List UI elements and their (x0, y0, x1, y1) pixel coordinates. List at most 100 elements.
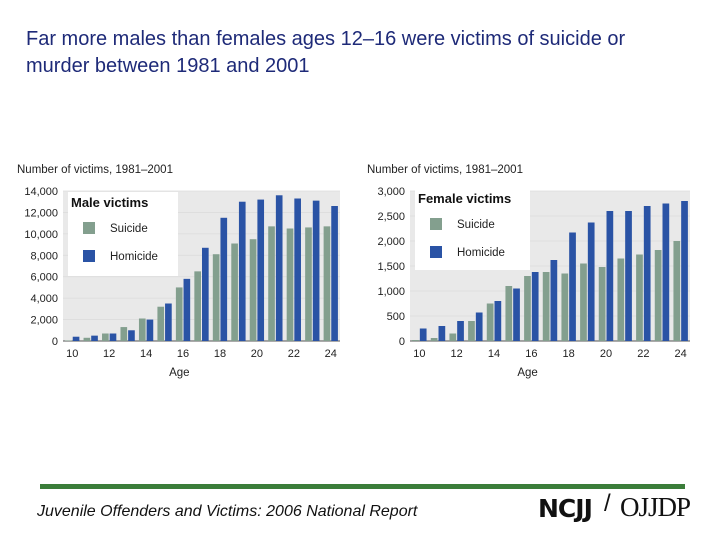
female-victims-x-tick-label: 18 (563, 348, 575, 360)
male-victims-suicide-bar-age-10 (65, 340, 72, 341)
female-victims-homicide-bar-age-10 (419, 328, 427, 341)
female-victims-x-tick-label: 14 (488, 348, 500, 360)
female-victims-suicide-bar-age-12 (449, 333, 457, 341)
female-victims-suicide-bar-age-10 (412, 340, 419, 341)
female-victims-homicide-bar-age-21 (625, 211, 632, 341)
female-victims-suicide-bar-age-11 (430, 338, 438, 341)
male-victims-suicide-bar-age-18 (212, 254, 220, 341)
male-victims-suicide-bar-age-20 (249, 239, 257, 341)
female-victims-homicide-bar-age-14 (494, 301, 502, 341)
male-victims-homicide-bar-age-19 (238, 201, 246, 341)
male-victims-homicide-bar-age-20 (257, 199, 265, 341)
male-victims-suicide-bar-age-16 (175, 287, 183, 341)
male-victims-y-tick-label: 8,000 (30, 250, 58, 262)
male-victims-title: Male victims (71, 195, 148, 210)
female-victims-suicide-bar-age-16 (524, 276, 531, 341)
male-victims-homicide-bar-age-13 (128, 330, 135, 341)
female-victims-y-tick-label: 3,000 (377, 186, 405, 198)
female-victims-y-tick-label: 1,000 (377, 286, 405, 298)
male-victims-x-tick-label: 16 (177, 348, 189, 360)
female-victims-homicide-bar-age-22 (643, 206, 651, 341)
footer-report-title: Juvenile Offenders and Victims: 2006 Nat… (37, 503, 418, 520)
male-victims-homicide-bar-age-12 (109, 333, 117, 341)
female-victims-homicide-bar-age-20 (606, 211, 614, 341)
male-victims-x-tick-label: 10 (66, 348, 78, 360)
female-victims-x-tick-label: 24 (675, 348, 687, 360)
male-victims-homicide-bar-age-11 (91, 335, 98, 341)
female-victims-homicide-bar-age-19 (587, 222, 595, 341)
male-victims-legend-swatch-suicide (83, 222, 95, 234)
male-victims-chart-svg: Number of victims, 1981–2001 0 2,000 4,000 6… (17, 164, 340, 379)
male-victims-homicide-bar-age-23 (312, 200, 320, 341)
female-victims-title: Female victims (418, 191, 511, 206)
male-victims-y-tick-label: 2,000 (30, 315, 58, 327)
ojjdp-logo: OJJDP (620, 492, 691, 522)
female-victims-homicide-bar-age-17 (550, 260, 558, 341)
male-victims-suicide-bar-age-14 (138, 318, 146, 341)
male-victims-x-tick-label: 24 (325, 348, 337, 360)
female-victims-y-tick-label: 0 (399, 336, 405, 348)
male-victims-homicide-bar-age-16 (183, 278, 191, 341)
male-victims-suicide-bar-age-15 (157, 306, 165, 341)
male-victims-homicide-bar-age-21 (275, 195, 283, 341)
male-victims-y-tick-label: 4,000 (30, 293, 58, 305)
male-victims-homicide-bar-age-10 (72, 336, 80, 341)
female-victims-suicide-bar-age-23 (654, 250, 662, 341)
female-victims-homicide-bar-age-15 (513, 288, 520, 341)
female-victims-homicide-bar-age-24 (681, 201, 688, 341)
female-victims-suicide-bar-age-18 (561, 273, 569, 341)
female-victims-suicide-bar-age-14 (486, 303, 494, 341)
female-victims-x-axis-label: Age (517, 367, 537, 379)
female-victims-y-tick-label: 1,500 (377, 261, 405, 273)
female-victims-legend-label-homicide: Homicide (457, 247, 505, 259)
footer-divider (40, 484, 685, 489)
logo-separator: / (604, 490, 611, 517)
male-victims-suicide-bar-age-24 (323, 226, 331, 341)
male-victims-suicide-bar-age-19 (231, 243, 238, 341)
male-victims-homicide-bar-age-18 (220, 217, 228, 341)
male-victims-homicide-bar-age-15 (165, 303, 172, 341)
female-victims-legend-swatch-homicide (430, 246, 442, 258)
female-victims-homicide-bar-age-12 (457, 321, 464, 341)
male-victims-homicide-bar-age-24 (331, 206, 338, 341)
male-victims-x-tick-label: 20 (251, 348, 263, 360)
female-victims-suicide-bar-age-24 (673, 241, 681, 341)
male-victims-y-tick-label: 10,000 (24, 229, 58, 241)
slide-title: Far more males than females ages 12–16 w… (26, 28, 626, 77)
male-victims-y-tick-label: 6,000 (30, 272, 58, 284)
ncjj-logo: NCJJ (538, 494, 593, 523)
male-victims-homicide-bar-age-22 (294, 198, 301, 341)
male-victims-suicide-bar-age-23 (305, 227, 312, 341)
female-victims-homicide-bar-age-16 (531, 272, 539, 341)
female-victims-suicide-bar-age-13 (468, 321, 475, 341)
male-victims-homicide-bar-age-14 (146, 319, 154, 341)
female-victims-suicide-bar-age-17 (542, 272, 550, 341)
female-victims-y-axis-label: Number of victims, 1981–2001 (367, 164, 523, 176)
female-victims-suicide-bar-age-20 (598, 267, 606, 341)
male-victims-legend-swatch-homicide (83, 250, 95, 262)
male-victims-suicide-bar-age-13 (120, 327, 128, 341)
female-victims-legend-label-suicide: Suicide (457, 219, 495, 231)
female-victims-homicide-bar-age-23 (662, 203, 670, 341)
female-victims-legend-swatch-suicide (430, 218, 442, 230)
male-victims-y-tick-label: 0 (52, 336, 58, 348)
male-victims-homicide-bar-age-17 (202, 247, 209, 341)
female-victims-chart-svg: Number of victims, 1981–2001 0 500 1,000 1,5… (367, 164, 690, 379)
male-victims-suicide-bar-age-12 (102, 333, 109, 341)
male-victims-x-axis-label: Age (169, 367, 189, 379)
female-victims-homicide-bar-age-18 (569, 232, 576, 341)
female-victims-x-tick-label: 12 (451, 348, 463, 360)
female-victims-x-tick-label: 10 (413, 348, 425, 360)
male-victims-x-tick-label: 18 (214, 348, 226, 360)
female-victims-x-tick-label: 22 (637, 348, 649, 360)
female-victims-x-tick-label: 20 (600, 348, 612, 360)
female-victims-chart: Number of victims, 1981–2001 0 500 1,000 1,5… (365, 158, 700, 383)
male-victims-y-tick-label: 14,000 (24, 186, 58, 198)
male-victims-suicide-bar-age-11 (83, 337, 91, 341)
female-victims-y-tick-label: 2,000 (377, 236, 405, 248)
male-victims-suicide-bar-age-17 (194, 271, 201, 341)
male-victims-suicide-bar-age-22 (286, 228, 294, 341)
male-victims-y-axis-label: Number of victims, 1981–2001 (17, 164, 173, 176)
female-victims-suicide-bar-age-22 (636, 254, 643, 341)
female-victims-y-tick-label: 2,500 (377, 211, 405, 223)
